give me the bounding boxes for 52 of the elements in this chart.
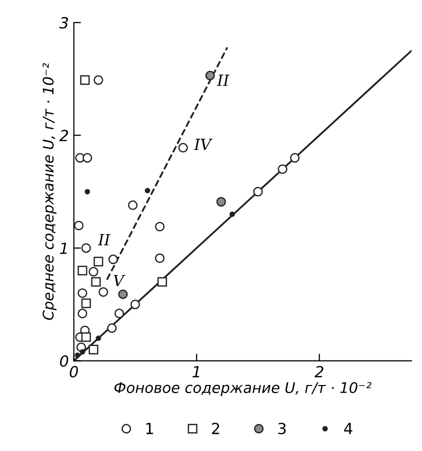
point <box>81 243 91 253</box>
point <box>81 332 91 342</box>
annotation: II <box>98 234 110 246</box>
legend-label: 3 <box>278 422 286 434</box>
point <box>108 254 118 264</box>
y-tick-label: 1 <box>60 242 67 254</box>
annotation: IV <box>194 138 212 150</box>
point <box>94 256 104 266</box>
y-tick-label: 3 <box>59 17 68 29</box>
point <box>278 164 288 174</box>
point <box>80 75 90 85</box>
legend-label: 2 <box>212 422 220 434</box>
point <box>88 344 98 354</box>
point <box>178 142 188 152</box>
y-tick-label: 2 <box>59 130 68 142</box>
point <box>230 212 235 217</box>
point <box>118 289 128 300</box>
point <box>96 336 102 341</box>
x-tick-label: 1 <box>192 366 200 378</box>
point <box>78 288 88 298</box>
point <box>205 70 215 80</box>
point <box>154 222 165 232</box>
annotation: V <box>114 274 126 286</box>
point <box>74 220 84 230</box>
legend-label: 1 <box>146 422 153 434</box>
legend-label: 4 <box>344 422 352 434</box>
point <box>107 323 117 333</box>
x-tick-label: 2 <box>314 366 324 378</box>
point <box>84 188 90 194</box>
point <box>94 75 104 85</box>
point <box>82 153 92 163</box>
point <box>253 186 263 196</box>
point <box>74 352 80 358</box>
point <box>88 266 98 277</box>
point <box>216 197 226 207</box>
y-tick-label: 0 <box>60 355 68 367</box>
point <box>80 349 86 354</box>
annotation: II <box>216 74 230 86</box>
y-axis-title: Среднее содержание U, г/т · 10⁻² <box>42 63 56 320</box>
x-axis-title: Фоновое содержание U, г/т · 10⁻² <box>114 382 372 396</box>
point <box>78 308 88 318</box>
point <box>81 298 91 308</box>
point <box>144 188 150 194</box>
point <box>128 200 138 210</box>
point <box>78 266 88 276</box>
x-tick-label: 0 <box>70 366 78 378</box>
point <box>91 277 101 287</box>
point <box>154 253 165 263</box>
point <box>98 287 108 297</box>
point <box>290 153 300 163</box>
point <box>157 277 168 287</box>
point <box>130 300 140 310</box>
